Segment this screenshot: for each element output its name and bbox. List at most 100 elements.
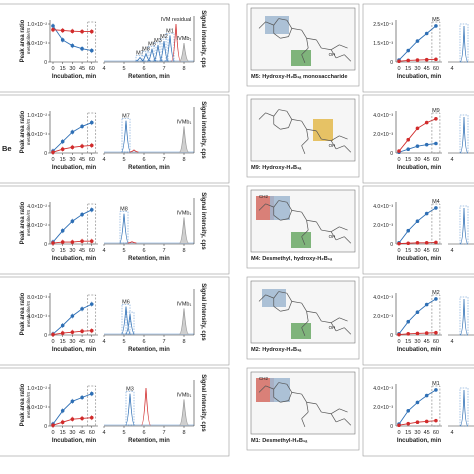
structure2-bond <box>301 120 307 130</box>
structure1-bond <box>280 36 289 39</box>
row3-x-tick-label: 5 <box>122 248 125 254</box>
row2-y-tick-label: 0 <box>44 151 47 157</box>
structure1-frame <box>246 3 360 87</box>
structure3-sugar-region <box>291 232 311 248</box>
row2-x-tick-label: 6 <box>142 157 145 163</box>
structure1-bond <box>301 47 309 55</box>
row1-data-point <box>89 48 94 53</box>
row1-peak-label: M1 <box>166 28 174 34</box>
row1-data-point <box>60 28 65 33</box>
row3-data-point <box>60 240 65 244</box>
row4-right-axis-label: Signal intensity, cps <box>200 283 206 341</box>
row1-peak <box>135 56 145 62</box>
row1-y-tick-label: 1.0×10⁻² <box>27 22 47 28</box>
row5-panel-frame <box>0 367 230 457</box>
right3-data-point <box>415 219 420 223</box>
row4-peak-label: M6 <box>122 300 130 306</box>
row3-x-axis-label: Incubation, min <box>52 256 97 262</box>
right1-x-tick-label: 45 <box>424 66 430 72</box>
row3-x-tick-label: 45 <box>79 248 85 254</box>
row3-chromatogram: 4 5 6 7 8 M8 IVMb₁ Retention, min Signal intensi… <box>102 192 206 262</box>
row1-y-axis-sublabel: metabolite/IS <box>26 28 31 54</box>
right4-data-point <box>415 310 420 315</box>
right2-data-point <box>424 120 429 125</box>
structure2-structure-box <box>250 98 356 162</box>
structure4-bond <box>288 301 293 310</box>
row5-peak <box>179 399 189 426</box>
structure2-frame <box>246 94 360 178</box>
right2-data-point <box>434 117 438 121</box>
right2-chrom-peak <box>459 116 469 154</box>
right2-data-point <box>397 149 401 153</box>
right3-data-point <box>397 241 401 246</box>
right1-y-tick-label: 0 <box>390 60 393 66</box>
row3-peak <box>127 241 137 244</box>
row1-highlight-box <box>87 21 97 63</box>
structure4-bond <box>258 294 266 302</box>
row2-panel-label: Be <box>2 144 12 153</box>
structure4-bond <box>321 320 332 324</box>
row5-peak-label: M3 <box>126 387 134 393</box>
row1-peak-label: M2 <box>160 34 168 40</box>
right4-y-tick-label: 2.0×10⁻³ <box>373 314 393 320</box>
structure2-bond <box>316 130 322 140</box>
structure2-bond <box>301 145 306 154</box>
row2-x-tick-label: 0 <box>51 157 54 163</box>
row2-data-point <box>60 139 65 144</box>
structure5-ch2-label: CH2 <box>259 376 268 381</box>
structure5-bond <box>344 418 352 426</box>
row4-x-tick-label: 7 <box>162 339 165 345</box>
row5-x-tick-label: 30 <box>69 430 75 436</box>
row1-right-axis-label: Signal intensity, cps <box>200 10 206 68</box>
row1-peak <box>141 52 151 62</box>
row5-y-tick-label: 1.0×10⁻² <box>27 386 47 392</box>
right3-x-axis-label: Incubation, min <box>397 256 442 262</box>
structure1-bond <box>273 18 279 26</box>
structure1-bond <box>273 33 281 39</box>
structure2-panel: OH M9: Hydroxy-H₂B₁ₐ <box>250 98 356 171</box>
row1-peak-label: IVMb₁ <box>177 36 192 42</box>
structure5-panel: CH2 M1: Desmethyl-H₂B₁ₐ <box>250 371 356 444</box>
right3-x-tick-label: 30 <box>414 248 420 254</box>
row3-data-point <box>80 212 84 217</box>
structure5-bond <box>258 385 266 393</box>
row2-peak <box>129 149 139 153</box>
row5-x-tick-label: 6 <box>142 430 145 436</box>
structure2-bond <box>265 112 274 117</box>
right5-x-tick-label: 30 <box>414 430 420 436</box>
structure1-bond <box>306 37 317 41</box>
right4-data-point <box>424 331 429 335</box>
right1-x-tick-label: 60 <box>433 66 439 72</box>
right4-y-tick-label: 0 <box>390 333 393 339</box>
right3-chrom-tick: 4 <box>450 248 453 254</box>
row4-series-line-0 <box>52 303 92 335</box>
right4-peak-label: M2 <box>432 290 440 296</box>
row5-data-point <box>89 415 94 420</box>
structure1-bond <box>339 44 348 49</box>
row1-data-point <box>70 43 75 48</box>
right3-data-point <box>424 241 429 245</box>
structure3-bond <box>280 218 289 221</box>
right4-x-tick-label: 45 <box>424 339 430 345</box>
row3-data-point <box>70 240 75 244</box>
structure5-bond <box>306 401 317 405</box>
structure3-bond <box>273 200 279 208</box>
structure2-bond <box>321 138 332 142</box>
right3-chrom-peak <box>459 207 469 245</box>
structure5-bond <box>306 402 309 413</box>
structure5-bond <box>301 418 306 427</box>
row1-x-tick-label: 8 <box>182 66 185 72</box>
right2-highlight-box <box>431 112 441 154</box>
right4-x-tick-label: 15 <box>405 339 411 345</box>
structure4-bond <box>316 312 322 322</box>
row1-data-point <box>60 38 65 42</box>
structure3-bond <box>265 203 274 208</box>
structure3-bond <box>335 236 345 241</box>
right4-chrom-box <box>459 296 469 336</box>
structure4-bond <box>265 294 274 299</box>
structure1-oh-label: OH <box>329 52 336 57</box>
structure3-frame <box>246 185 360 269</box>
structure1-bond <box>321 47 332 51</box>
structure3-caption: M4: Desmethyl, hydroxy-H₂B₁ₐ <box>251 256 333 262</box>
right1-x-axis-label: Incubation, min <box>397 74 442 80</box>
